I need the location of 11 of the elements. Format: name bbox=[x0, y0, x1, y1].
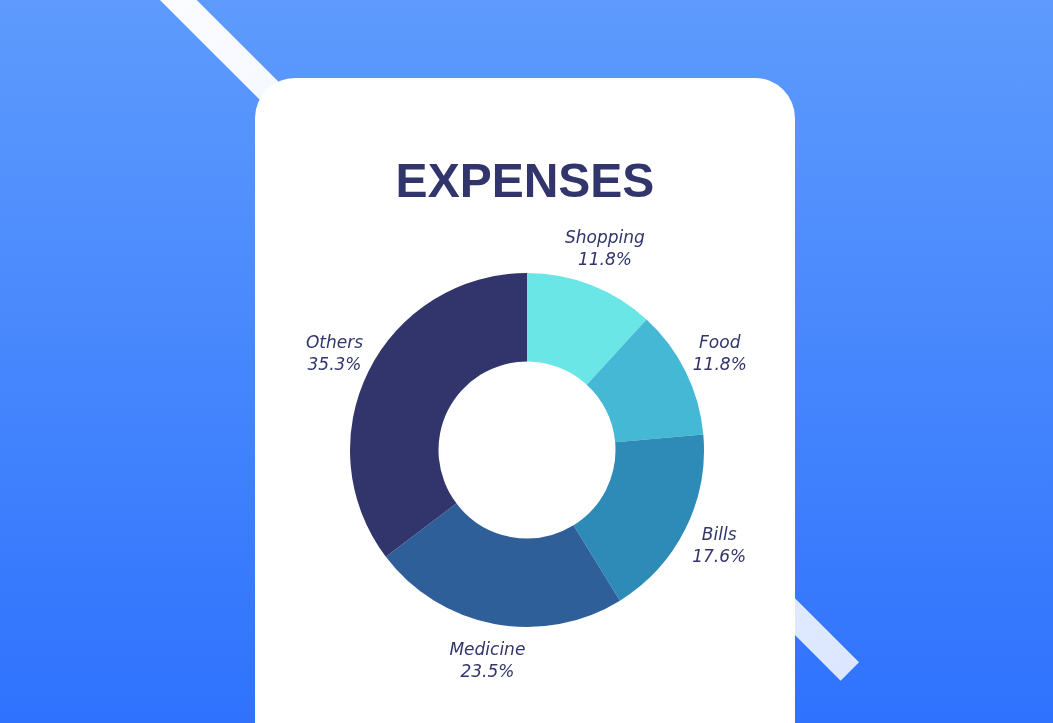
chart-title: EXPENSES bbox=[394, 153, 656, 208]
slice-label: Medicine bbox=[449, 638, 526, 659]
data-label: 17.6% bbox=[692, 545, 747, 566]
data-label: 11.8% bbox=[692, 354, 747, 375]
data-label: 35.3% bbox=[307, 353, 362, 374]
slice-label: Food bbox=[699, 332, 741, 353]
slice-label: Bills bbox=[701, 523, 737, 544]
data-label: 11.8% bbox=[577, 249, 632, 270]
data-label: 23.5% bbox=[460, 660, 515, 681]
slice-label: Shopping bbox=[564, 227, 646, 248]
slice-label: Others bbox=[305, 331, 364, 352]
